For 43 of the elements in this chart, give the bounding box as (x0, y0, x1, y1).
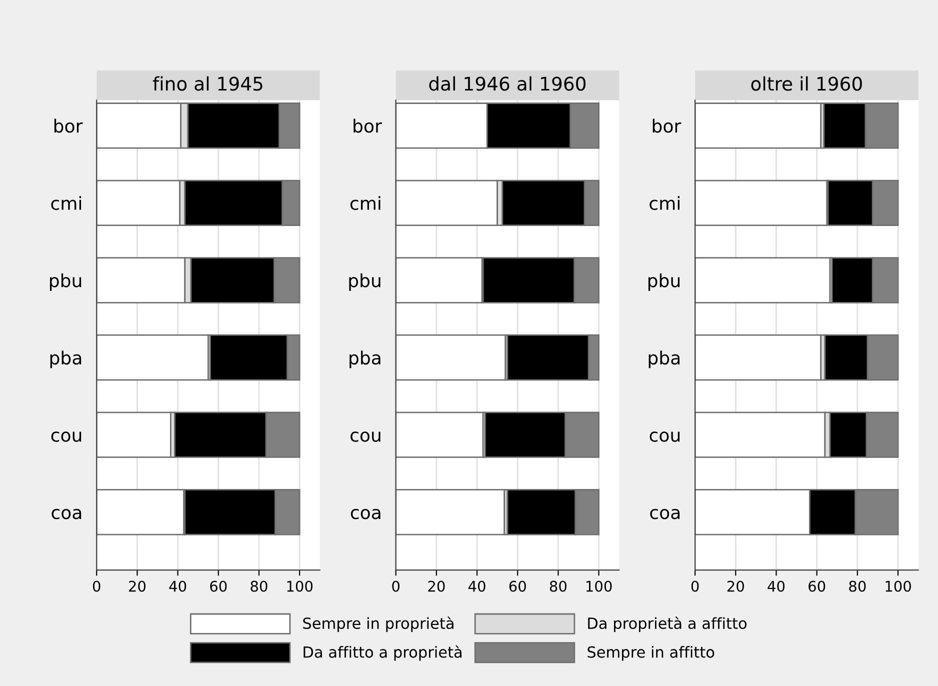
text: Da proprietà a affitto (588, 616, 747, 632)
x-tick-label: 100 (886, 580, 911, 592)
y-tick-label: bor (54, 118, 83, 133)
x-tick-label: 0 (92, 580, 100, 592)
text: Sempre in proprietà (303, 616, 454, 632)
y-tick-label: cmi (51, 196, 82, 210)
y-tick-label: cou (650, 432, 680, 442)
x-tick-label: 20 (128, 580, 146, 592)
x-tick-label: 40 (768, 580, 785, 592)
y-tick-label: pbu (648, 273, 680, 291)
chart-title: dal 1946 al 1960 (429, 76, 586, 91)
y-tick-label: pba (50, 350, 82, 368)
x-tick-label: 100 (287, 580, 313, 592)
y-tick-label: cou (51, 432, 82, 442)
x-tick-label: 80 (250, 580, 268, 592)
x-tick-label: 60 (509, 580, 526, 592)
y-tick-label: cmi (350, 196, 380, 210)
x-tick-label: 20 (428, 580, 445, 592)
y-tick-label: cou (350, 432, 380, 442)
y-tick-label: pbu (50, 273, 82, 291)
y-tick-label: coa (350, 508, 380, 520)
y-tick-label: pba (350, 350, 380, 368)
y-tick-label: coa (650, 508, 680, 520)
y-tick-label: pba (648, 350, 680, 368)
x-tick-label: 40 (468, 580, 486, 592)
text: Sempre in affitto (588, 646, 714, 661)
x-tick-label: 80 (849, 580, 866, 592)
y-tick-label: pbu (349, 273, 380, 291)
x-tick-label: 40 (169, 580, 186, 592)
y-tick-label: coa (52, 508, 82, 520)
x-tick-label: 100 (586, 580, 612, 592)
chart-title: fino al 1945 (152, 76, 262, 91)
x-tick-label: 60 (210, 580, 227, 592)
x-tick-label: 20 (727, 580, 744, 592)
y-tick-label: bor (354, 118, 382, 133)
x-tick-label: 60 (808, 580, 826, 592)
chart-title: oltre il 1960 (751, 76, 862, 91)
x-tick-label: 80 (550, 580, 567, 592)
x-tick-label: 0 (691, 580, 699, 592)
text: Da affitto a proprietà (304, 645, 462, 661)
y-tick-label: bor (652, 118, 682, 133)
x-tick-label: 0 (392, 580, 400, 592)
y-tick-label: cmi (650, 196, 680, 210)
